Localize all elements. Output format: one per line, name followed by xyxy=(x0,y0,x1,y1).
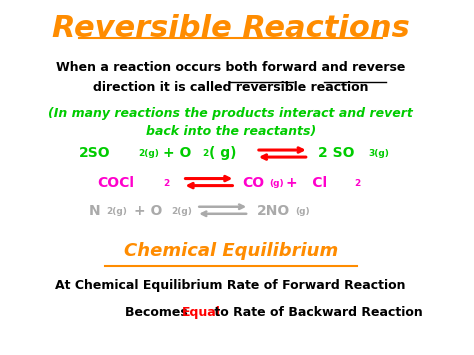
Text: back into the reactants): back into the reactants) xyxy=(146,125,316,138)
Text: Reversible Reactions: Reversible Reactions xyxy=(52,14,410,43)
Text: direction it is called reversible reaction: direction it is called reversible reacti… xyxy=(93,81,368,94)
Text: COCl: COCl xyxy=(98,176,135,190)
Text: When a reaction occurs both forward and reverse: When a reaction occurs both forward and … xyxy=(56,61,405,74)
Text: (In many reactions the products interact and revert: (In many reactions the products interact… xyxy=(48,107,413,120)
Text: 2: 2 xyxy=(355,179,361,188)
Text: to Rate of Backward Reaction: to Rate of Backward Reaction xyxy=(210,306,423,319)
Text: 2SO: 2SO xyxy=(79,146,111,160)
Text: + O: + O xyxy=(163,146,191,160)
Text: CO: CO xyxy=(242,176,264,190)
Text: N: N xyxy=(89,204,100,218)
Text: At Chemical Equilibrium Rate of Forward Reaction: At Chemical Equilibrium Rate of Forward … xyxy=(55,279,406,292)
Text: Equal: Equal xyxy=(182,306,220,319)
Text: 2: 2 xyxy=(163,179,169,188)
Text: 2(g): 2(g) xyxy=(106,207,127,217)
Text: ( g): ( g) xyxy=(209,146,236,160)
Text: (g): (g) xyxy=(295,207,310,217)
Text: Chemical Equilibrium: Chemical Equilibrium xyxy=(124,242,338,260)
Text: (g): (g) xyxy=(269,179,283,188)
Text: +   Cl: + Cl xyxy=(286,176,327,190)
Text: + O: + O xyxy=(135,204,163,218)
Text: 2NO: 2NO xyxy=(257,204,291,218)
Text: 2(g): 2(g) xyxy=(138,149,159,158)
Text: 2: 2 xyxy=(202,149,208,158)
Text: 2 SO: 2 SO xyxy=(318,146,355,160)
Text: Becomes: Becomes xyxy=(125,306,192,319)
Text: 2(g): 2(g) xyxy=(171,207,192,217)
Text: 3(g): 3(g) xyxy=(368,149,389,158)
